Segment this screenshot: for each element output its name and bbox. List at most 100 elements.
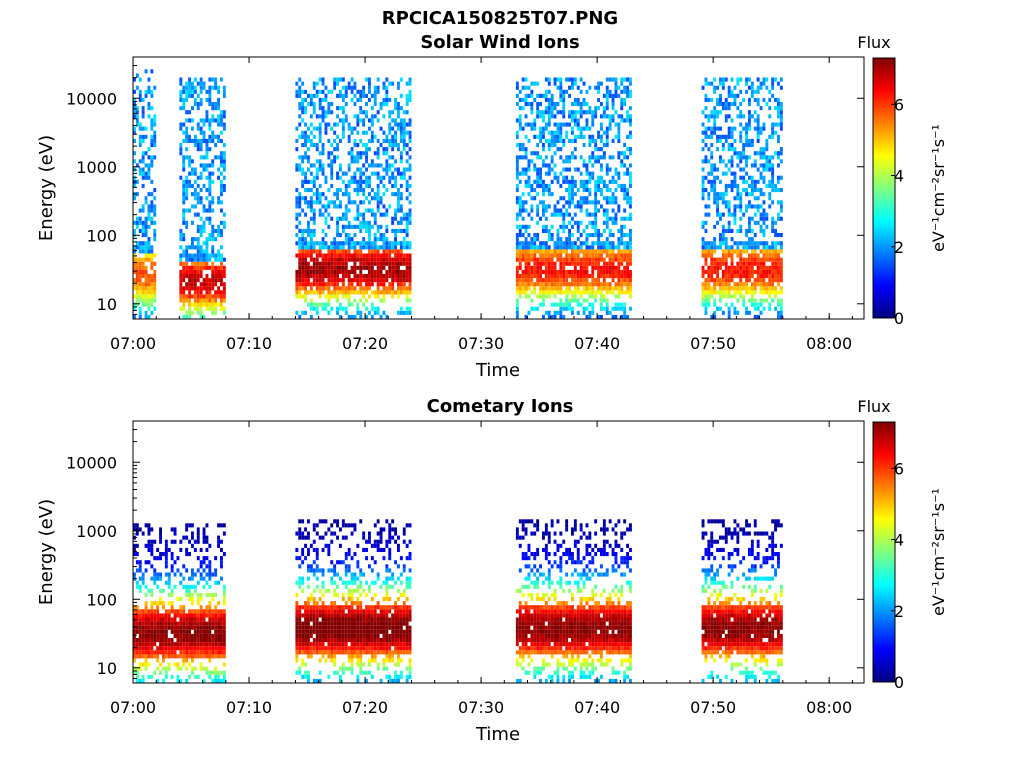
spectrogram-cell <box>141 269 145 274</box>
spectrogram-cell <box>144 613 148 618</box>
spectrogram-cell <box>771 175 775 180</box>
spectrogram-cell <box>710 130 714 135</box>
spectrogram-cell <box>379 314 383 319</box>
spectrogram-cell <box>336 93 339 98</box>
spectrogram-cell <box>179 278 183 283</box>
spectrogram-cell <box>304 269 307 274</box>
spectrogram-cell <box>196 556 200 561</box>
spectrogram-cell <box>629 122 632 127</box>
spectrogram-cell <box>397 110 400 115</box>
spectrogram-cell <box>542 130 545 135</box>
spectrogram-cell <box>156 621 160 626</box>
spectrogram-cell <box>750 81 754 86</box>
spectrogram-cell <box>600 290 603 295</box>
spectrogram-cell <box>170 629 174 634</box>
spectrogram-cell <box>397 249 400 254</box>
spectrogram-cell <box>707 294 711 299</box>
spectrogram-cell <box>333 253 337 258</box>
spectrogram-cell <box>176 654 180 659</box>
spectrogram-cell <box>211 179 215 184</box>
spectrogram-cell <box>620 269 624 274</box>
spectrogram-cell <box>542 314 545 319</box>
spectrogram-cell <box>379 179 383 184</box>
spectrogram-cell <box>321 282 325 287</box>
spectrogram-cell <box>408 241 412 246</box>
spectrogram-cell <box>191 638 194 643</box>
spectrogram-cell <box>544 241 548 246</box>
spectrogram-cell <box>602 93 606 98</box>
spectrogram-cell <box>333 130 337 135</box>
spectrogram-cell <box>179 625 183 630</box>
spectrogram-cell <box>544 257 548 262</box>
spectrogram-cell <box>777 163 780 168</box>
spectrogram-cell <box>777 212 780 217</box>
spectrogram-cell <box>750 253 754 258</box>
spectrogram-cell <box>605 265 609 270</box>
spectrogram-cell <box>626 114 629 119</box>
spectrogram-cell <box>399 204 403 209</box>
spectrogram-cell <box>626 171 629 176</box>
spectrogram-cell <box>559 282 563 287</box>
spectrogram-cell <box>385 314 389 319</box>
spectrogram-cell <box>153 114 157 119</box>
spectrogram-cell <box>170 674 174 679</box>
spectrogram-cell <box>724 183 728 188</box>
spectrogram-cell <box>202 584 206 589</box>
spectrogram-cell <box>193 274 197 279</box>
spectrogram-cell <box>324 208 328 213</box>
spectrogram-cell <box>762 179 766 184</box>
spectrogram-cell <box>315 253 319 258</box>
spectrogram-cell <box>724 188 728 193</box>
spectrogram-cell <box>724 228 728 233</box>
spectrogram-cell <box>713 310 717 315</box>
spectrogram-cell <box>399 286 403 291</box>
spectrogram-cell <box>736 241 740 246</box>
spectrogram-cell <box>573 220 577 225</box>
spectrogram-cell <box>727 249 731 254</box>
spectrogram-cell <box>350 241 354 246</box>
spectrogram-cell <box>588 253 592 258</box>
spectrogram-cell <box>193 625 197 630</box>
spectrogram-cell <box>515 257 519 262</box>
spectrogram-cell <box>559 110 563 115</box>
spectrogram-cell <box>191 278 194 283</box>
spectrogram-cell <box>312 282 316 287</box>
spectrogram-cell <box>379 224 383 229</box>
spectrogram-cell <box>373 249 377 254</box>
spectrogram-cell <box>138 143 142 148</box>
spectrogram-cell <box>304 298 307 303</box>
spectrogram-cell <box>556 208 560 213</box>
spectrogram-cell <box>309 282 313 287</box>
spectrogram-cell <box>733 310 737 315</box>
spectrogram-cell <box>576 126 580 131</box>
spectrogram-cell <box>597 253 600 258</box>
spectrogram-cell <box>150 282 154 287</box>
spectrogram-cell <box>591 200 595 205</box>
spectrogram-cell <box>211 200 215 205</box>
spectrogram-cell <box>768 249 772 254</box>
spectrogram-cell <box>727 269 731 274</box>
spectrogram-cell <box>182 609 186 614</box>
spectrogram-cell <box>402 110 406 115</box>
spectrogram-cell <box>318 265 322 270</box>
spectrogram-cell <box>707 97 711 102</box>
spectrogram-cell <box>312 306 316 311</box>
spectrogram-cell <box>315 192 319 197</box>
spectrogram-cell <box>539 249 542 254</box>
spectrogram-cell <box>402 278 406 283</box>
spectrogram-cell <box>402 290 406 295</box>
spectrogram-cell <box>614 85 618 90</box>
spectrogram-cell <box>742 97 746 102</box>
spectrogram-cell <box>547 314 551 319</box>
spectrogram-cell <box>336 171 339 176</box>
spectrogram-cell <box>347 179 351 184</box>
spectrogram-cell <box>193 572 197 577</box>
spectrogram-cell <box>573 290 577 295</box>
spectrogram-cell <box>614 265 618 270</box>
spectrogram-cell <box>368 97 371 102</box>
spectrogram-cell <box>565 269 569 274</box>
spectrogram-cell <box>605 167 609 172</box>
spectrogram-cell <box>170 638 174 643</box>
spectrogram-cell <box>402 274 406 279</box>
